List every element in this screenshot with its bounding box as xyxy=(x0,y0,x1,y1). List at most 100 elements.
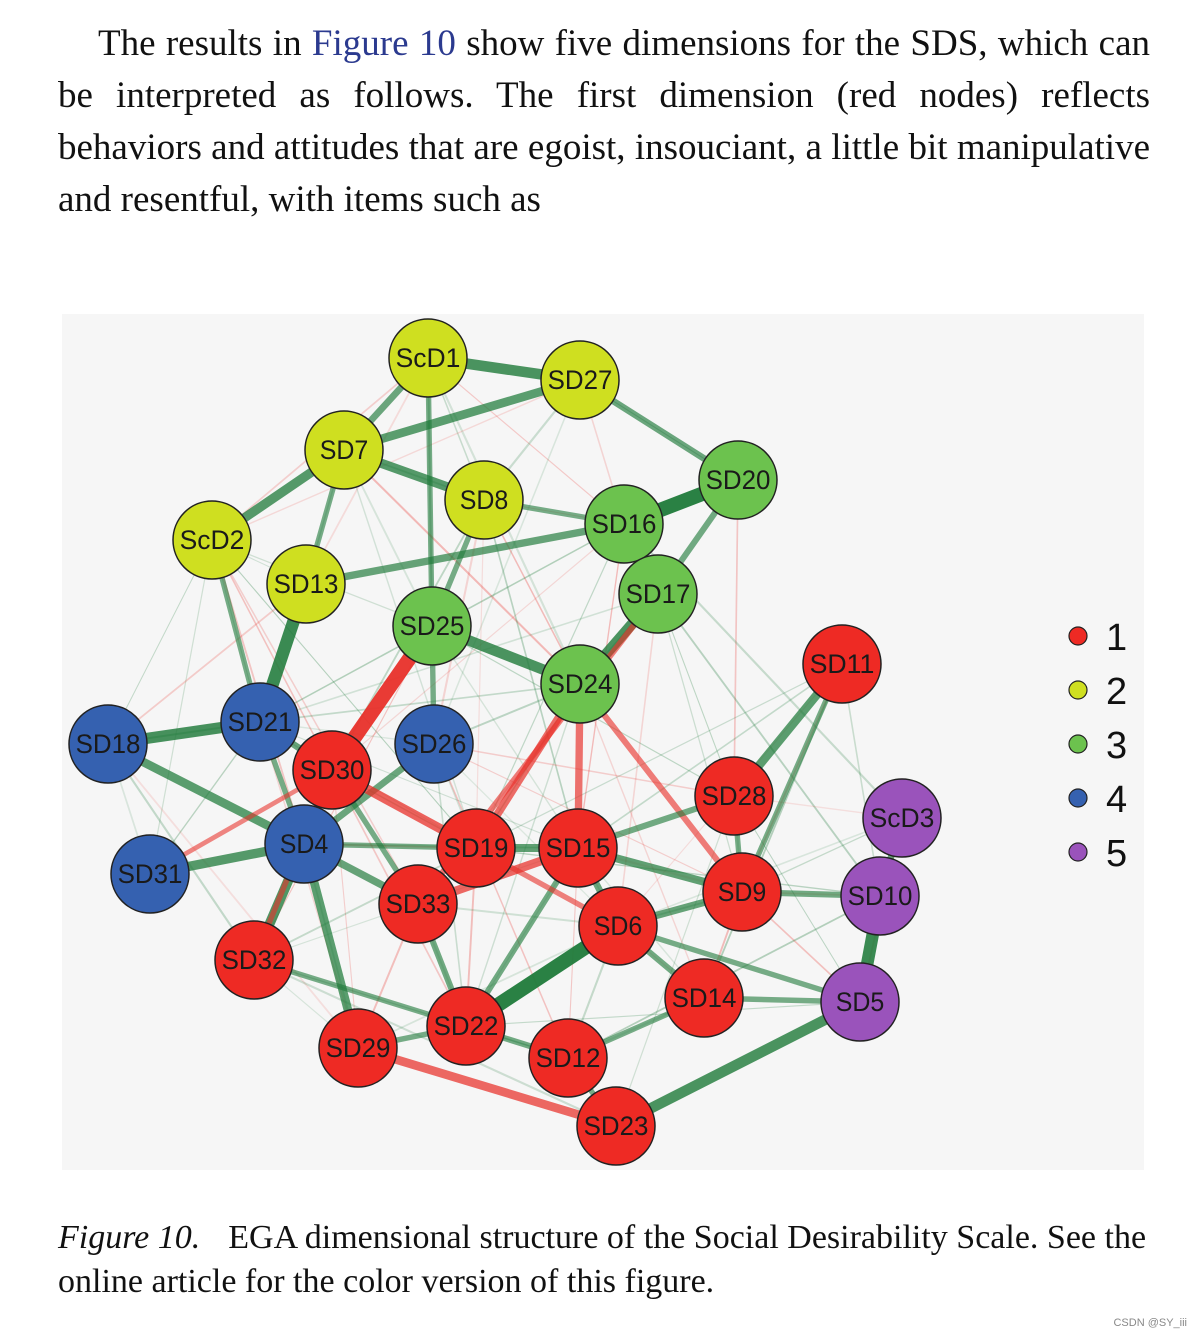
node-label: SD19 xyxy=(444,833,509,863)
watermark: CSDN @SY_iii xyxy=(1113,1317,1187,1329)
node-label: SD25 xyxy=(400,611,465,641)
faint-edge xyxy=(211,539,477,849)
faint-edge xyxy=(577,663,843,849)
faint-edge xyxy=(433,379,581,745)
node-label: SD9 xyxy=(718,877,767,907)
node-SD16: SD16 xyxy=(584,484,664,564)
node-SD20: SD20 xyxy=(698,440,778,520)
node-label: SD13 xyxy=(274,569,339,599)
node-circle xyxy=(304,410,384,490)
faint-edge xyxy=(211,379,581,541)
faint-edge xyxy=(211,539,333,771)
node-circle xyxy=(584,484,664,564)
edge-SD6-SD5 xyxy=(615,923,863,1005)
node-label: SD11 xyxy=(810,649,875,679)
node-label: SD16 xyxy=(592,509,657,539)
edge-SD24-SD9 xyxy=(576,680,746,896)
node-circle xyxy=(388,318,468,398)
node-label: SD23 xyxy=(584,1111,649,1141)
node-circle xyxy=(436,808,516,888)
legend-swatch xyxy=(1068,788,1088,808)
node-label: SD4 xyxy=(280,829,329,859)
edge-SD13-SD16 xyxy=(302,520,628,588)
node-label: SD5 xyxy=(836,987,885,1017)
edge-SD5-SD23 xyxy=(610,996,866,1132)
node-SD33: SD33 xyxy=(378,864,458,944)
node-SD24: SD24 xyxy=(540,644,620,724)
node-label: SD30 xyxy=(300,755,365,785)
node-circle xyxy=(172,500,252,580)
faint-edge xyxy=(107,743,359,1049)
faint-edge xyxy=(733,479,739,797)
faint-edge xyxy=(343,449,581,685)
node-circle xyxy=(426,986,506,1066)
edge-SD11-SD9 xyxy=(739,661,845,895)
node-circle xyxy=(68,704,148,784)
node-SD21: SD21 xyxy=(220,682,300,762)
node-circle xyxy=(702,852,782,932)
edge-ScD1-SD25 xyxy=(425,355,435,629)
edge-SD29-SD23 xyxy=(353,1043,621,1131)
node-circle xyxy=(264,804,344,884)
node-SD30: SD30 xyxy=(292,730,372,810)
faint-edge xyxy=(657,593,881,897)
node-SD13: SD13 xyxy=(266,544,346,624)
legend-swatch xyxy=(1068,680,1088,700)
legend-entry-2: 2 xyxy=(1068,671,1127,713)
node-circle xyxy=(528,1018,608,1098)
node-SD9: SD9 xyxy=(702,852,782,932)
figure-10-link[interactable]: Figure 10 xyxy=(311,23,456,64)
node-label: SD20 xyxy=(706,465,771,495)
paragraph-text-rest: show five dimensions for the SDS, which … xyxy=(58,23,1150,220)
node-SD17: SD17 xyxy=(618,554,698,634)
faint-edge xyxy=(615,795,735,1127)
faint-edge xyxy=(433,743,735,797)
node-label: SD6 xyxy=(594,911,643,941)
node-ScD2: ScD2 xyxy=(172,500,252,580)
faint-edge xyxy=(427,357,625,525)
legend-entry-3: 3 xyxy=(1068,725,1127,767)
node-label: SD12 xyxy=(536,1043,601,1073)
node-label: SD21 xyxy=(228,707,293,737)
node-SD25: SD25 xyxy=(392,586,472,666)
node-label: ScD1 xyxy=(396,343,461,373)
node-circle xyxy=(578,886,658,966)
node-circle xyxy=(292,730,372,810)
faint-edge xyxy=(465,683,581,1027)
legend-entry-1: 1 xyxy=(1068,617,1127,659)
node-circle xyxy=(266,544,346,624)
node-label: SD29 xyxy=(326,1033,391,1063)
faint-edge xyxy=(483,499,579,849)
legend-label: 3 xyxy=(1106,725,1127,767)
node-label: SD22 xyxy=(434,1011,499,1041)
faint-edge xyxy=(733,795,861,1003)
faint-edge xyxy=(657,593,743,893)
node-label: SD26 xyxy=(402,729,467,759)
edge-SD27-SD7 xyxy=(339,375,585,455)
node-SD10: SD10 xyxy=(840,856,920,936)
node-SD28: SD28 xyxy=(694,756,774,836)
node-label: SD14 xyxy=(672,983,737,1013)
node-circle xyxy=(576,1086,656,1166)
legend-swatch xyxy=(1068,842,1088,862)
node-SD5: SD5 xyxy=(820,962,900,1042)
faint-edge xyxy=(431,625,579,849)
legend-swatch xyxy=(1068,734,1088,754)
node-SD29: SD29 xyxy=(318,1008,398,1088)
node-SD15: SD15 xyxy=(538,808,618,888)
node-circle xyxy=(220,682,300,762)
legend-label: 1 xyxy=(1106,617,1127,659)
node-SD26: SD26 xyxy=(394,704,474,784)
node-label: SD8 xyxy=(460,485,509,515)
legend-label: 5 xyxy=(1106,833,1127,875)
node-ScD1: ScD1 xyxy=(388,318,468,398)
caption-text: EGA dimensional structure of the Social … xyxy=(58,1219,1147,1300)
faint-edge xyxy=(149,539,213,875)
node-label: SD27 xyxy=(548,365,613,395)
node-circle xyxy=(378,864,458,944)
node-circle xyxy=(820,962,900,1042)
node-circle xyxy=(540,340,620,420)
legend-label: 4 xyxy=(1106,779,1127,821)
figure-caption: Figure 10. EGA dimensional structure of t… xyxy=(58,1216,1150,1304)
node-SD27: SD27 xyxy=(540,340,620,420)
